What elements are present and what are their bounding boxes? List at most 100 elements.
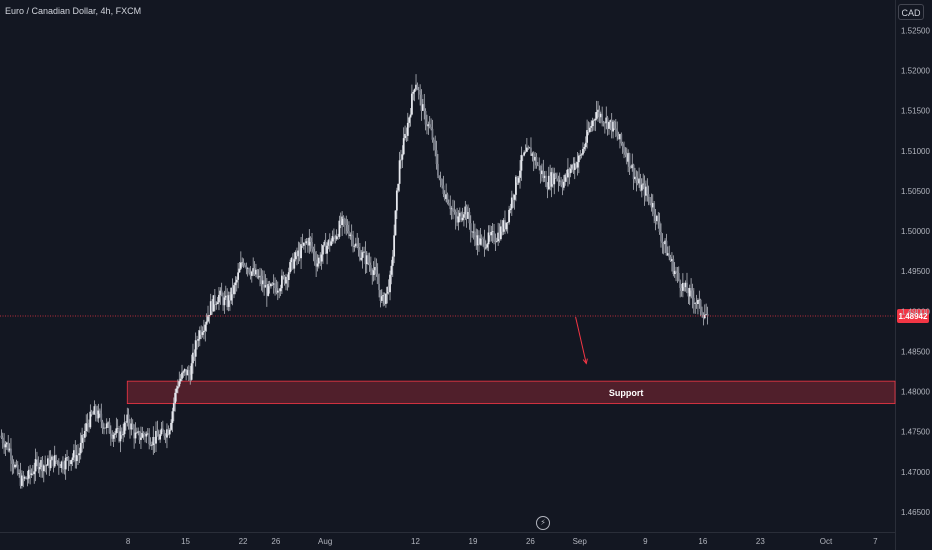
candle <box>45 464 48 475</box>
candle <box>565 169 568 182</box>
candle <box>57 458 60 475</box>
candle <box>135 427 138 434</box>
lightning-icon[interactable]: ⚡ <box>536 516 550 530</box>
support-zone-label: Support <box>609 388 644 398</box>
candle <box>582 142 584 156</box>
y-tick-label: 1.47500 <box>901 428 930 437</box>
candle <box>487 225 490 252</box>
candle <box>237 263 240 289</box>
candle <box>311 233 313 254</box>
candle <box>218 286 220 311</box>
candle <box>628 152 631 175</box>
candle <box>567 158 569 187</box>
y-tick-label: 1.52000 <box>901 67 930 76</box>
candle <box>59 464 62 468</box>
candle <box>619 133 621 149</box>
candle <box>212 295 215 312</box>
candle <box>457 210 460 231</box>
candle <box>343 218 346 234</box>
candle <box>250 270 253 283</box>
x-tick-label: 16 <box>698 537 707 546</box>
candle <box>19 462 22 489</box>
candle <box>385 293 387 308</box>
last-price-badge <box>897 308 929 323</box>
candle <box>476 229 479 256</box>
x-tick-label: 15 <box>181 537 190 546</box>
candle <box>471 230 474 238</box>
candle <box>111 430 114 442</box>
candle <box>356 233 359 249</box>
candle <box>275 279 278 295</box>
candle <box>99 408 101 418</box>
candle <box>324 233 327 254</box>
candle <box>616 121 619 141</box>
candle <box>515 174 517 202</box>
projection-arrow <box>575 316 587 364</box>
candle <box>368 252 371 272</box>
candle <box>620 132 623 146</box>
candle <box>409 108 412 127</box>
candle <box>411 84 413 116</box>
candle <box>83 423 86 443</box>
candle <box>506 221 509 234</box>
candle <box>16 461 19 476</box>
candle <box>207 305 209 323</box>
currency-button[interactable]: CAD <box>898 4 924 20</box>
candle <box>695 294 698 309</box>
candle <box>103 423 105 435</box>
candle <box>300 236 302 270</box>
candle <box>56 460 59 466</box>
candle <box>672 255 675 277</box>
candle <box>640 178 643 198</box>
candle <box>391 249 394 277</box>
candle <box>553 167 556 195</box>
candle <box>527 145 530 151</box>
candle <box>182 370 185 378</box>
candle <box>3 433 6 454</box>
candle <box>572 157 575 175</box>
candle <box>495 237 498 243</box>
candle <box>77 444 79 466</box>
candle <box>326 242 328 265</box>
candle <box>369 256 372 276</box>
candle <box>480 234 483 246</box>
candle <box>404 125 406 141</box>
candle <box>465 204 468 228</box>
x-tick-label: 26 <box>271 537 280 546</box>
candle <box>260 268 263 291</box>
candle <box>174 388 177 412</box>
x-tick-label: 8 <box>126 537 131 546</box>
candle <box>371 268 374 285</box>
candle <box>125 420 127 431</box>
candle <box>361 246 364 269</box>
candle <box>118 425 120 443</box>
last-price-label: 1.48942 <box>899 312 928 321</box>
candle <box>437 153 439 179</box>
candle <box>593 118 595 131</box>
candle <box>683 282 686 292</box>
candle <box>36 451 38 467</box>
candle <box>192 343 194 374</box>
candle <box>79 432 82 460</box>
candle <box>171 407 174 433</box>
candle <box>378 273 380 298</box>
candle <box>115 417 118 438</box>
candle <box>242 258 245 268</box>
candle <box>137 427 140 436</box>
candle <box>30 468 33 478</box>
candle <box>315 251 318 277</box>
candle <box>579 149 582 160</box>
candle <box>521 154 524 161</box>
candle <box>397 183 400 193</box>
candle <box>398 151 401 192</box>
candle <box>211 299 214 315</box>
candle <box>590 120 593 132</box>
candle <box>261 270 264 293</box>
candle <box>675 266 677 282</box>
candle <box>401 145 404 169</box>
candle <box>423 93 426 120</box>
candle <box>432 137 435 151</box>
candle <box>394 210 397 236</box>
